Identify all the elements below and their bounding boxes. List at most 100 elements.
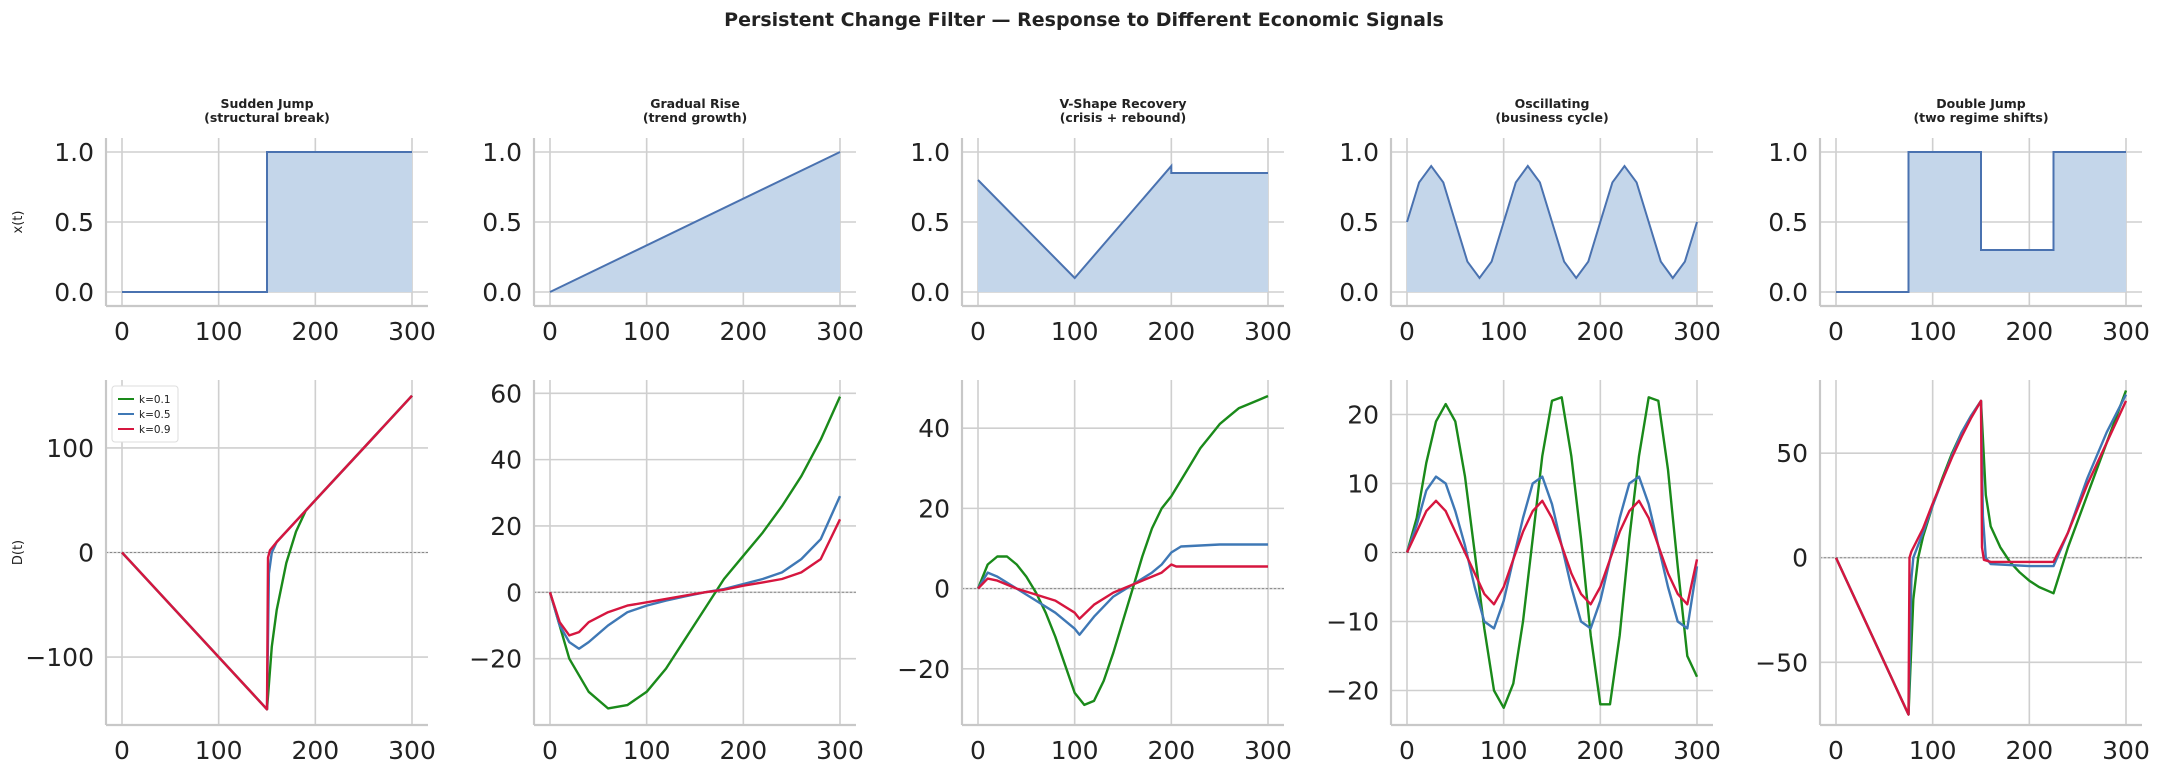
x-tick-label: 0 — [114, 317, 130, 346]
y-tick-label: 0.0 — [910, 278, 950, 307]
y-tick-label: 0.0 — [1768, 278, 1808, 307]
panel-title: Gradual Rise — [650, 96, 740, 111]
y-tick-label: 0.0 — [482, 278, 522, 307]
x-tick-label: 300 — [1244, 317, 1292, 346]
panel-title: Double Jump — [1936, 96, 2025, 111]
series-line-k=0.1 — [1405, 396, 1699, 709]
figure-title: Persistent Change Filter — Response to D… — [724, 9, 1444, 31]
y-tick-label: 20 — [490, 512, 522, 541]
signal-line — [977, 163, 1268, 280]
signal-line — [1406, 164, 1698, 280]
panel-1-1: 0 100 200 300 −20 0 20 40 60 — [469, 379, 864, 765]
y-tick-label: 0 — [1363, 539, 1379, 568]
signal-line — [122, 151, 412, 293]
x-tick-label: 0 — [970, 317, 986, 346]
x-tick-label: 0 — [114, 736, 130, 765]
x-tick-label: 200 — [719, 317, 767, 346]
panel-title: Sudden Jump — [220, 96, 313, 111]
x-tick-label: 200 — [291, 317, 339, 346]
x-tick-label: 200 — [719, 736, 767, 765]
series-line-k=0.9 — [977, 563, 1268, 620]
x-tick-label: 300 — [2102, 317, 2150, 346]
x-tick-label: 200 — [2005, 317, 2053, 346]
x-tick-label: 100 — [1480, 317, 1528, 346]
x-tick-label: 300 — [1673, 736, 1721, 765]
y-tick-label: 1.0 — [910, 138, 950, 167]
x-tick-label: 200 — [1147, 736, 1195, 765]
y-tick-label: 0.5 — [1339, 208, 1379, 237]
panel-title: (crisis + rebound) — [1060, 110, 1187, 125]
y-tick-label: −100 — [25, 643, 94, 672]
x-tick-label: 100 — [623, 317, 671, 346]
x-tick-label: 300 — [1673, 317, 1721, 346]
x-tick-label: 300 — [388, 736, 436, 765]
y-tick-label: 0.0 — [1339, 278, 1379, 307]
panel-0-4: 0 100 200 300 0.0 0.5 1.0 Double Jump(two regim… — [1768, 96, 2150, 346]
y-tick-label: −20 — [897, 655, 950, 684]
x-tick-label: 200 — [1147, 317, 1195, 346]
panel-0-3: 0 100 200 300 0.0 0.5 1.0 Oscillating(business … — [1339, 96, 1721, 346]
legend-label: k=0.9 — [139, 424, 171, 436]
y-tick-label: 0 — [934, 575, 950, 604]
series-line-k=0.5 — [976, 543, 1268, 636]
panel-1-4: 0 100 200 300 −50 0 50 — [1755, 380, 2150, 765]
x-tick-label: 300 — [816, 317, 864, 346]
y-tick-label: 0.0 — [54, 278, 94, 307]
series-line-k=0.1 — [976, 394, 1269, 707]
panel-1-0: 0 100 200 300 −100 0 100 D(t) k=0.1 k=0.5 k=0.9 — [11, 380, 436, 765]
y-tick-label: 1.0 — [482, 138, 522, 167]
x-tick-label: 100 — [195, 317, 243, 346]
y-tick-label: 0.5 — [54, 208, 94, 237]
x-tick-label: 0 — [1828, 736, 1844, 765]
y-tick-label: 0 — [78, 539, 94, 568]
panel-0-2: 0 100 200 300 0.0 0.5 1.0 V-Shape Recovery(cris… — [910, 96, 1292, 346]
series-line-k=0.1 — [548, 396, 842, 710]
series-line-k=0.5 — [1405, 475, 1699, 630]
y-tick-label: −20 — [469, 645, 522, 674]
series-line-k=0.1 — [1834, 390, 2128, 716]
x-tick-label: 0 — [1399, 736, 1415, 765]
y-tick-label: 0.5 — [1768, 208, 1808, 237]
y-tick-label: 20 — [918, 494, 950, 523]
panel-title: Oscillating — [1515, 96, 1590, 111]
signal-line — [1836, 151, 2126, 293]
x-tick-label: 200 — [2005, 736, 2053, 765]
y-tick-label: 1.0 — [54, 138, 94, 167]
x-tick-label: 0 — [542, 317, 558, 346]
y-tick-label: 0.5 — [482, 208, 522, 237]
series-line-k=0.9 — [548, 518, 842, 637]
x-tick-label: 300 — [1244, 736, 1292, 765]
x-tick-label: 200 — [291, 736, 339, 765]
x-tick-label: 0 — [542, 736, 558, 765]
panel-title: V-Shape Recovery — [1059, 96, 1186, 111]
x-tick-label: 100 — [1051, 317, 1099, 346]
y-tick-label: 20 — [1347, 401, 1379, 430]
panel-title: (trend growth) — [643, 110, 747, 125]
series-line-k=0.9 — [1834, 399, 2128, 716]
panel-0-1: 0 100 200 300 0.0 0.5 1.0 Gradual Rise(trend gr… — [482, 96, 864, 346]
panel-title: (structural break) — [204, 110, 330, 125]
y-tick-label: 1.0 — [1339, 138, 1379, 167]
x-tick-label: 0 — [1828, 317, 1844, 346]
y-tick-label: 60 — [490, 379, 522, 408]
panel-1-2: 0 100 200 300 −20 0 20 40 — [897, 380, 1292, 765]
y-tick-label: 40 — [490, 446, 522, 475]
x-tick-label: 0 — [1399, 317, 1415, 346]
y-tick-label: 0.5 — [910, 208, 950, 237]
y-tick-label: 10 — [1347, 470, 1379, 499]
x-tick-label: 100 — [1909, 736, 1957, 765]
x-tick-label: 200 — [1576, 736, 1624, 765]
y-axis-label: x(t) — [11, 211, 26, 234]
y-tick-label: −10 — [1326, 608, 1379, 637]
x-tick-label: 100 — [1051, 736, 1099, 765]
panel-title: (business cycle) — [1495, 110, 1608, 125]
y-tick-label: 0 — [1792, 544, 1808, 573]
x-tick-label: 200 — [1576, 317, 1624, 346]
panel-1-3: 0 100 200 300 −20 −10 0 10 20 — [1326, 380, 1721, 765]
y-tick-label: 0 — [506, 578, 522, 607]
x-tick-label: 300 — [816, 736, 864, 765]
legend-label: k=0.5 — [139, 409, 171, 421]
x-tick-label: 300 — [2102, 736, 2150, 765]
